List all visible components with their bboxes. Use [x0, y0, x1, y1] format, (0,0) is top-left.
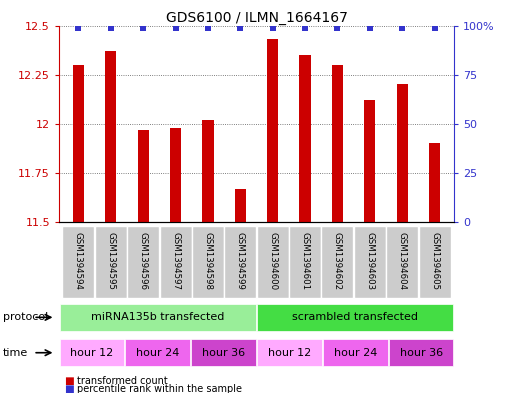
- Text: ■: ■: [64, 384, 74, 393]
- Bar: [267, 39, 279, 222]
- Bar: [105, 51, 116, 222]
- Text: transformed count: transformed count: [77, 376, 168, 386]
- Bar: [323, 339, 387, 366]
- Bar: [234, 189, 246, 222]
- Bar: [364, 100, 376, 222]
- Bar: [160, 226, 191, 298]
- Text: hour 36: hour 36: [400, 348, 443, 358]
- Bar: [397, 84, 408, 222]
- Text: GSM1394603: GSM1394603: [365, 232, 374, 290]
- Text: GSM1394595: GSM1394595: [106, 232, 115, 290]
- Text: GSM1394602: GSM1394602: [333, 232, 342, 290]
- Text: protocol: protocol: [3, 312, 48, 322]
- Bar: [191, 339, 256, 366]
- Text: time: time: [3, 348, 28, 358]
- Bar: [60, 339, 124, 366]
- Bar: [354, 226, 386, 298]
- Text: hour 24: hour 24: [136, 348, 180, 358]
- Bar: [63, 226, 94, 298]
- Bar: [322, 226, 353, 298]
- Bar: [256, 226, 289, 298]
- Bar: [170, 128, 181, 222]
- Bar: [300, 55, 311, 222]
- Text: miRNA135b transfected: miRNA135b transfected: [91, 312, 224, 322]
- Bar: [126, 339, 190, 366]
- Bar: [224, 226, 256, 298]
- Text: GSM1394596: GSM1394596: [139, 232, 148, 290]
- Text: hour 12: hour 12: [268, 348, 311, 358]
- Bar: [73, 65, 84, 222]
- Text: GSM1394605: GSM1394605: [430, 232, 439, 290]
- Bar: [60, 304, 256, 331]
- Bar: [257, 304, 453, 331]
- Bar: [257, 339, 322, 366]
- Text: hour 24: hour 24: [333, 348, 377, 358]
- Bar: [202, 120, 213, 222]
- Text: GSM1394597: GSM1394597: [171, 232, 180, 290]
- Text: GSM1394604: GSM1394604: [398, 232, 407, 290]
- Bar: [95, 226, 127, 298]
- Text: ■: ■: [64, 376, 74, 386]
- Bar: [137, 130, 149, 222]
- Text: percentile rank within the sample: percentile rank within the sample: [77, 384, 242, 393]
- Bar: [389, 339, 453, 366]
- Text: hour 36: hour 36: [202, 348, 245, 358]
- Bar: [289, 226, 321, 298]
- Bar: [429, 143, 440, 222]
- Text: GSM1394601: GSM1394601: [301, 232, 309, 290]
- Text: GSM1394594: GSM1394594: [74, 232, 83, 290]
- Text: GSM1394600: GSM1394600: [268, 232, 277, 290]
- Text: hour 12: hour 12: [70, 348, 113, 358]
- Title: GDS6100 / ILMN_1664167: GDS6100 / ILMN_1664167: [166, 11, 347, 24]
- Bar: [192, 226, 224, 298]
- Bar: [419, 226, 450, 298]
- Bar: [386, 226, 418, 298]
- Bar: [332, 65, 343, 222]
- Bar: [127, 226, 159, 298]
- Text: GSM1394598: GSM1394598: [204, 232, 212, 290]
- Text: scrambled transfected: scrambled transfected: [292, 312, 418, 322]
- Text: GSM1394599: GSM1394599: [236, 232, 245, 290]
